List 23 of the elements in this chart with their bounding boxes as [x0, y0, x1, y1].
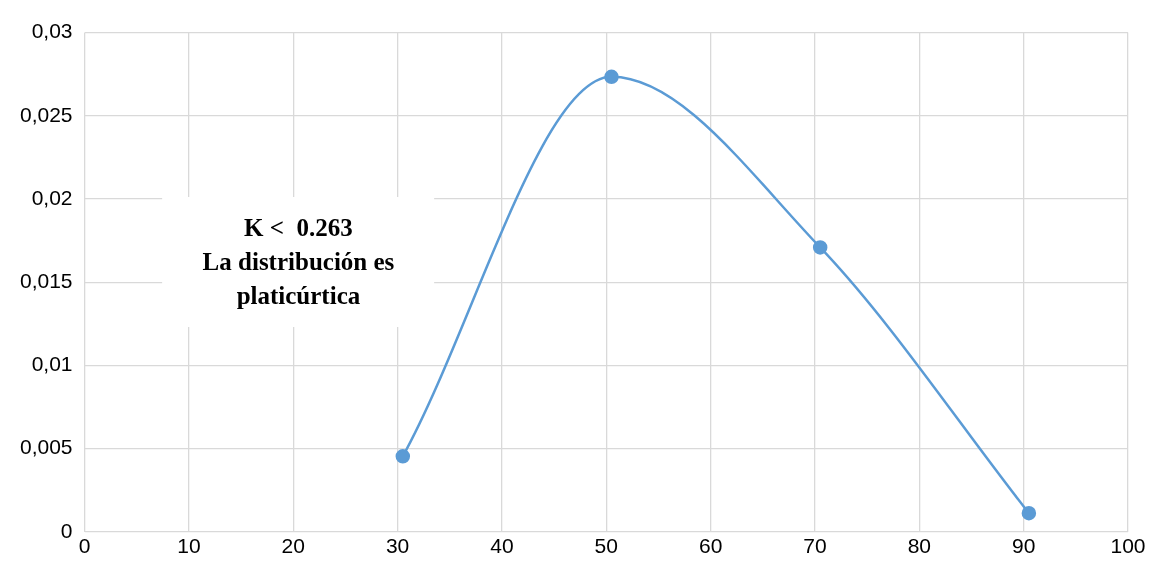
annotation: K < 0.263 La distribución es platicúrtica — [162, 197, 435, 328]
point — [1021, 505, 1037, 521]
x-tick-label: 30 — [385, 534, 410, 558]
x-tick-label: 80 — [907, 534, 931, 558]
x-tick-label: 20 — [281, 534, 305, 558]
point — [604, 69, 619, 85]
y-tick-label: 0,02 — [31, 185, 73, 209]
y-tick-label: 0,01 — [31, 352, 73, 376]
y-tick-label: 0,005 — [19, 435, 73, 459]
x-tick-label: 40 — [490, 534, 514, 558]
x-tick-label: 60 — [698, 534, 723, 558]
point — [395, 449, 411, 464]
y-tick-label: 0,03 — [31, 19, 73, 43]
x-tick-label: 100 — [1110, 534, 1146, 558]
x-tick-label: 90 — [1011, 534, 1036, 558]
x-tick-label: 10 — [177, 534, 201, 558]
y-tick-label: 0,025 — [19, 102, 73, 126]
y-tick-label: 0 — [60, 518, 73, 542]
point — [812, 240, 828, 255]
y-tick-label: 0,015 — [19, 269, 73, 292]
x-tick-label: 50 — [594, 534, 618, 558]
x-tick-label: 70 — [803, 534, 827, 558]
x-tick-label: 0 — [78, 534, 91, 558]
